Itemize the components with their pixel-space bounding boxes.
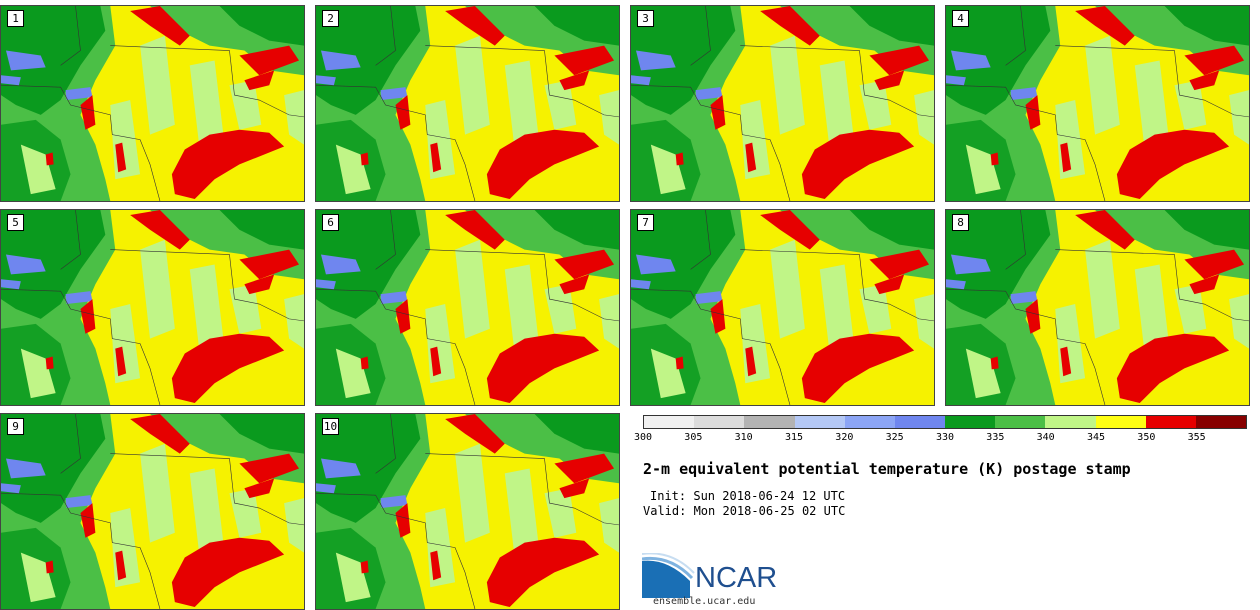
colorbar-tick-label: 345	[1086, 432, 1106, 443]
member-map	[946, 210, 1249, 405]
colorbar-bin	[844, 416, 895, 428]
colorbar-tick-label: 310	[734, 432, 753, 443]
colorbar-tick-label: 350	[1137, 432, 1156, 443]
colorbar-bin	[1195, 416, 1247, 428]
colorbar-tick-label: 340	[1036, 432, 1055, 443]
colorbar-ticks: 300 305 310 315 320 325 330 335 340 345 350 355	[634, 432, 1247, 446]
member-panel-5: 5	[0, 209, 305, 406]
logo-wordmark: NCAR	[695, 562, 778, 594]
member-label: 6	[322, 214, 339, 231]
member-panel-6: 6	[315, 209, 620, 406]
member-label: 4	[952, 10, 969, 27]
logo-url: ensemble.ucar.edu	[653, 596, 756, 607]
colorbar-bin	[794, 416, 845, 428]
member-panel-7: 7	[630, 209, 935, 406]
colorbar-tick-label: 315	[784, 432, 804, 443]
colorbar-bin	[694, 416, 745, 428]
colorbar	[643, 415, 1247, 429]
colorbar-bin	[995, 416, 1046, 428]
figure-title: 2-m equivalent potential temperature (K)…	[643, 460, 1131, 478]
member-map	[1, 210, 304, 405]
colorbar-tick-label: 300	[633, 432, 653, 443]
colorbar-tick-label: 325	[885, 432, 904, 443]
member-map	[1, 414, 304, 609]
valid-time: Valid: Mon 2018-06-25 02 UTC	[643, 504, 846, 518]
colorbar-bin	[894, 416, 946, 428]
colorbar-tick-label: 330	[935, 432, 955, 443]
ncar-logo-icon	[642, 553, 695, 598]
colorbar-bin	[644, 416, 695, 428]
member-map	[631, 6, 934, 201]
member-label: 5	[7, 214, 24, 231]
member-label: 9	[7, 418, 24, 435]
member-map	[316, 414, 619, 609]
member-map	[631, 210, 934, 405]
member-map	[1, 6, 304, 201]
member-map	[946, 6, 1249, 201]
member-panel-4: 4	[945, 5, 1250, 202]
colorbar-tick-label: 355	[1187, 432, 1206, 443]
member-panel-8: 8	[945, 209, 1250, 406]
colorbar-tick-label: 320	[835, 432, 854, 443]
member-map	[316, 210, 619, 405]
colorbar-bin	[1095, 416, 1146, 428]
colorbar-bin	[1045, 416, 1096, 428]
colorbar-tick-label: 335	[986, 432, 1005, 443]
colorbar-tick-label: 305	[684, 432, 703, 443]
member-panel-10: 10	[315, 413, 620, 610]
member-panel-2: 2	[315, 5, 620, 202]
member-label: 7	[637, 214, 654, 231]
init-time: Init: Sun 2018-06-24 12 UTC	[650, 489, 846, 503]
member-label: 10	[322, 418, 339, 435]
member-panel-3: 3	[630, 5, 935, 202]
member-map	[316, 6, 619, 201]
colorbar-bin	[744, 416, 795, 428]
colorbar-bin	[1145, 416, 1196, 428]
member-label: 1	[7, 10, 24, 27]
member-panel-9: 9	[0, 413, 305, 610]
member-label: 8	[952, 214, 969, 231]
colorbar-bin	[945, 416, 996, 428]
member-label: 3	[637, 10, 654, 27]
member-panel-1: 1	[0, 5, 305, 202]
member-label: 2	[322, 10, 339, 27]
